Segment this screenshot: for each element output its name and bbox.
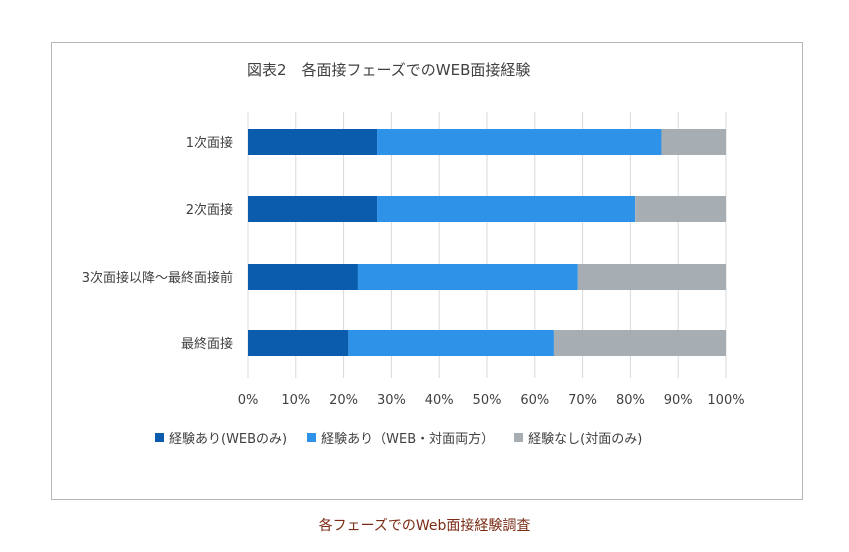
bar-segment: [357, 264, 578, 290]
x-tick-label: 10%: [281, 393, 310, 408]
x-tick-label: 100%: [707, 393, 744, 408]
category-label: 1次面接: [186, 135, 233, 151]
x-tick-label: 40%: [425, 393, 454, 408]
legend-swatch-none: [514, 433, 524, 442]
chart-title: 図表2 各面接フェーズでのWEB面接経験: [247, 61, 531, 79]
chart-legend: 経験あり(WEBのみ) 経験あり（WEB・対面両方） 経験なし(対面のみ): [155, 428, 642, 447]
legend-item-web-only: 経験あり(WEBのみ): [155, 428, 287, 447]
legend-swatch-both: [307, 433, 317, 442]
legend-item-both: 経験あり（WEB・対面両方）: [307, 428, 494, 447]
legend-swatch-web-only: [155, 433, 164, 442]
x-tick-label: 90%: [664, 393, 693, 408]
legend-label-none: 経験なし(対面のみ): [528, 432, 643, 447]
bar-segment: [248, 129, 378, 155]
bar-segment: [377, 196, 636, 222]
x-tick-label: 50%: [473, 393, 502, 408]
bar-segment: [248, 196, 378, 222]
bar-segment: [348, 330, 554, 356]
category-label: 2次面接: [186, 202, 233, 218]
category-label: 最終面接: [181, 336, 233, 352]
x-tick-label: 70%: [568, 393, 597, 408]
bar-segment: [248, 330, 349, 356]
bar-segment: [635, 196, 726, 222]
bar-segment: [248, 264, 358, 290]
legend-label-both: 経験あり（WEB・対面両方）: [321, 432, 495, 447]
category-label: 3次面接以降～最終面接前: [82, 270, 233, 286]
x-tick-label: 20%: [329, 393, 358, 408]
legend-label-web-only: 経験あり(WEBのみ): [169, 432, 288, 447]
bar-segment: [553, 330, 726, 356]
x-tick-label: 60%: [520, 393, 549, 408]
x-tick-label: 0%: [238, 393, 259, 408]
x-tick-label: 30%: [377, 393, 406, 408]
figure-caption: 各フェーズでのWeb面接経験調査: [318, 518, 531, 534]
x-tick-label: 80%: [616, 393, 645, 408]
bar-segment: [377, 129, 662, 155]
bar-segment: [661, 129, 726, 155]
bar-segment: [577, 264, 726, 290]
legend-item-none: 経験なし(対面のみ): [514, 428, 642, 447]
